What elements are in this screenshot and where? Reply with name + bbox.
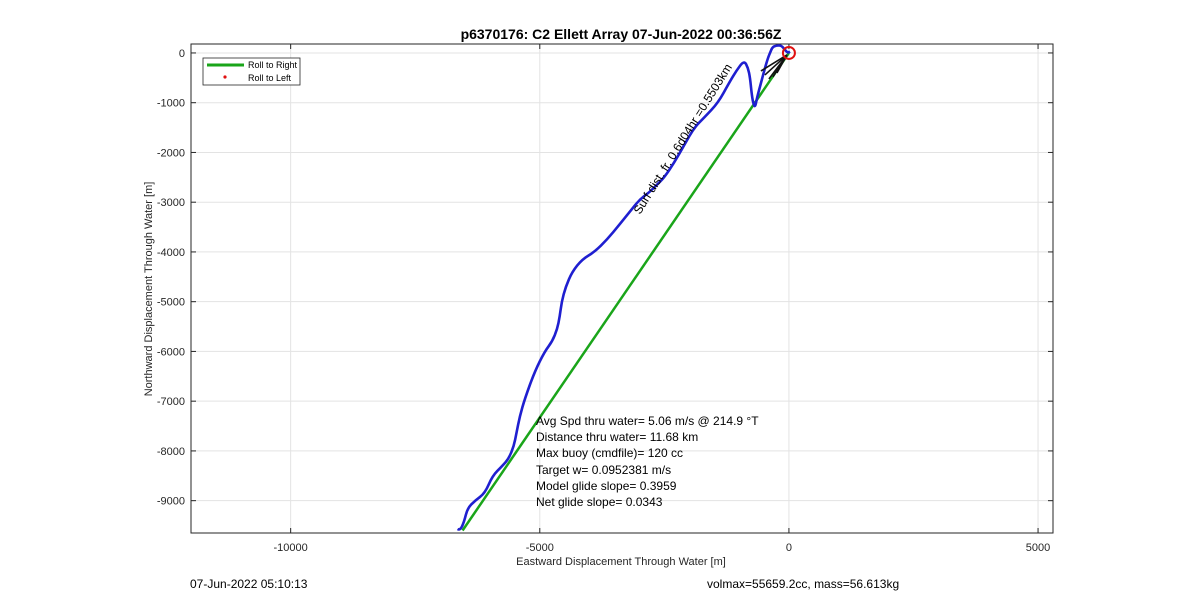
y-tick-label: -3000 — [157, 197, 185, 209]
stat-distance: Distance thru water= 11.68 km — [536, 430, 698, 444]
series-roll-right-line — [461, 52, 790, 532]
y-tick-label: -4000 — [157, 247, 185, 259]
plot-frame — [190, 43, 1054, 534]
grid-lines — [191, 44, 1053, 533]
legend-label-roll-left: Roll to Left — [248, 73, 292, 83]
y-tick-label: -9000 — [157, 496, 185, 508]
y-tick-label: 0 — [179, 48, 185, 60]
y-axis-label: Northward Displacement Through Water [m] — [143, 182, 155, 397]
x-tick-label: -10000 — [274, 542, 308, 554]
y-tick-label: -6000 — [157, 346, 185, 358]
stats-block: Avg Spd thru water= 5.06 m/s @ 214.9 °T … — [536, 414, 759, 509]
x-tick-label: 0 — [786, 542, 792, 554]
x-axis-ticks: -10000 -5000 0 5000 — [274, 44, 1050, 554]
y-tick-label: -5000 — [157, 297, 185, 309]
legend-swatch-roll-left — [223, 75, 227, 79]
legend: Roll to Right Roll to Left — [202, 57, 301, 86]
stat-target-w: Target w= 0.0952381 m/s — [536, 463, 671, 477]
legend-box — [202, 57, 301, 86]
x-tick-label: -5000 — [526, 542, 554, 554]
x-axis-label: Eastward Displacement Through Water [m] — [516, 556, 726, 568]
y-tick-label: -2000 — [157, 147, 185, 159]
x-tick-label: 5000 — [1026, 542, 1050, 554]
y-tick-label: -7000 — [157, 396, 185, 408]
footer-volume-mass: volmax=55659.2cc, mass=56.613kg — [707, 577, 899, 591]
chart-title: p6370176: C2 Ellett Array 07-Jun-2022 00… — [461, 26, 782, 42]
series-track-line — [456, 44, 791, 531]
y-axis-ticks: 0 -1000 -2000 -3000 -4000 -5000 -6000 -7000 -800… — [157, 48, 1053, 508]
surface-arrow — [764, 54, 788, 76]
plot-area — [191, 44, 1053, 533]
stat-max-buoy: Max buoy (cmdfile)= 120 cc — [536, 446, 683, 460]
stat-net-glide: Net glide slope= 0.0343 — [536, 495, 663, 509]
legend-label-roll-right: Roll to Right — [248, 60, 298, 70]
surface-arrow — [760, 54, 788, 72]
footer-date: 07-Jun-2022 05:10:13 — [190, 577, 308, 591]
y-tick-label: -8000 — [157, 446, 185, 458]
stat-model-glide: Model glide slope= 0.3959 — [536, 479, 677, 493]
start-marker-circle — [781, 45, 796, 60]
y-tick-label: -1000 — [157, 98, 185, 110]
series-layer — [456, 44, 796, 532]
stat-avg-speed: Avg Spd thru water= 5.06 m/s @ 214.9 °T — [536, 414, 759, 428]
